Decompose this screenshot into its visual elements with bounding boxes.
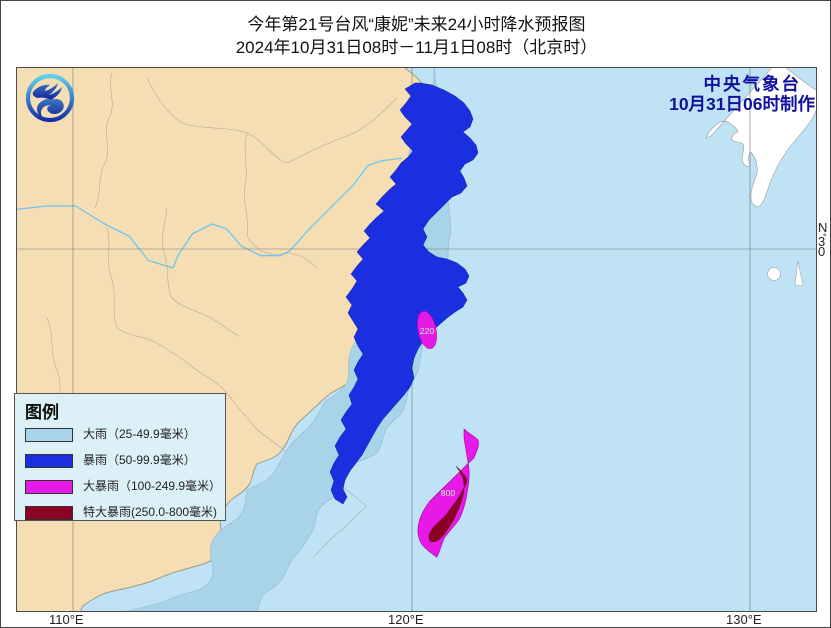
- svg-text:中央气象台: 中央气象台: [704, 74, 802, 94]
- svg-text:10月31日06时制作: 10月31日06时制作: [669, 94, 815, 114]
- svg-text:800: 800: [441, 488, 455, 498]
- svg-text:220: 220: [420, 326, 434, 336]
